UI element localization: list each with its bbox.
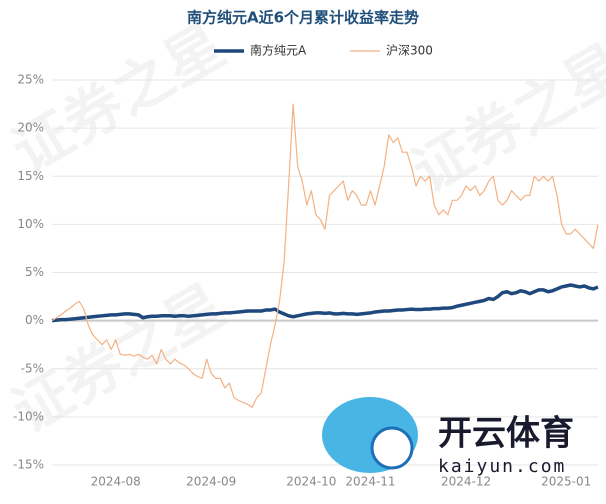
x-tick-label: 2024-11 [345,475,395,489]
logo-url: kaiyun.com [438,456,566,477]
x-tick-label: 2024-12 [441,475,491,489]
chart-title: 南方纯元A近6个月累计收益率走势 [187,9,419,27]
legend-label: 沪深300 [386,44,433,58]
y-tick-label: 10% [17,217,44,231]
series-line [51,283,599,323]
y-tick-label: 5% [25,265,44,279]
x-tick-label: 2024-08 [91,475,141,489]
x-tick-label: 2024-10 [286,475,336,489]
y-tick-label: 15% [17,169,44,183]
y-tick-label: -5% [21,361,44,375]
legend-label: 南方纯元A [250,43,307,58]
x-tick-label: 2025-01 [541,475,591,489]
watermarks: 证券之星 证券之星 证券之星 [1,11,606,446]
y-tick-label: -15% [13,458,44,472]
watermark: 证券之星 [1,11,236,186]
y-tick-label: 25% [17,73,44,87]
logo-ball [370,426,414,470]
y-tick-label: 0% [25,313,44,327]
y-tick-label: 20% [17,121,44,135]
y-tick-label: -10% [13,409,44,423]
logo-text: 开云体育 [438,414,574,454]
logo: 开云体育 kaiyun.com [322,397,574,477]
x-tick-label: 2024-09 [186,475,236,489]
series-line [51,103,599,408]
plot: -15% -10% -5% 0% 5% 10% 15% 20% 25% 2024-08 2024-0… [13,43,599,489]
